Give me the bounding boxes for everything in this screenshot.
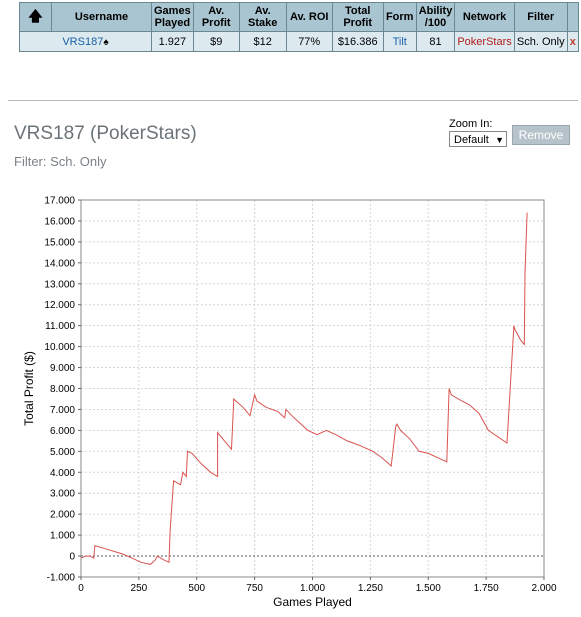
page-title: VRS187 (PokerStars) bbox=[14, 123, 197, 144]
column-header-remove bbox=[566, 2, 579, 32]
username-cell: VRS187♠ bbox=[19, 31, 152, 52]
column-header-av-roi[interactable]: Av. ROI bbox=[285, 2, 333, 32]
y-tick-label: 4.000 bbox=[50, 468, 75, 479]
y-tick-label: 16.000 bbox=[44, 216, 75, 227]
y-tick-label: 0 bbox=[69, 552, 75, 563]
zoom-label: Zoom In: bbox=[449, 118, 493, 130]
y-tick-label: 13.000 bbox=[44, 279, 75, 290]
ability-cell: 81 bbox=[415, 31, 456, 52]
column-header-form[interactable]: Form bbox=[382, 2, 417, 32]
x-tick-label: 1.500 bbox=[416, 583, 441, 594]
y-tick-label: 1.000 bbox=[50, 531, 75, 542]
y-tick-label: 10.000 bbox=[44, 342, 75, 353]
x-tick-label: 750 bbox=[246, 583, 263, 594]
sort-arrow-icon[interactable]: 🡅 bbox=[19, 2, 52, 32]
y-tick-label: 7.000 bbox=[50, 405, 75, 416]
column-header-av-stake[interactable]: Av. Stake bbox=[238, 2, 287, 32]
series-line bbox=[80, 212, 528, 565]
y-tick-label: 17.000 bbox=[44, 196, 75, 207]
column-header-ability[interactable]: Ability /100 bbox=[415, 2, 456, 32]
network-link[interactable]: PokerStars bbox=[457, 35, 512, 48]
y-tick-label: 8.000 bbox=[50, 384, 75, 395]
y-axis-label: Total Profit ($) bbox=[22, 351, 36, 426]
y-tick-label: 3.000 bbox=[50, 489, 75, 500]
av-stake-cell: $12 bbox=[238, 31, 287, 52]
column-header-total-profit[interactable]: Total Profit bbox=[331, 2, 384, 32]
y-tick-label: 6.000 bbox=[50, 426, 75, 437]
form-link[interactable]: Tilt bbox=[392, 35, 407, 48]
filter-cell: Sch. Only bbox=[513, 31, 568, 52]
table-row: VRS187♠ 1.927 $9 $12 77% $16.386 Tilt 81… bbox=[19, 31, 579, 52]
y-axis: -1.000 0 1.000 2.000 3.000 4.000 5.000 6.000 7.0… bbox=[44, 196, 81, 584]
x-tick-label: 1.250 bbox=[358, 583, 383, 594]
form-cell: Tilt bbox=[382, 31, 417, 52]
remove-button[interactable]: Remove bbox=[512, 125, 570, 145]
column-header-filter[interactable]: Filter bbox=[513, 2, 568, 32]
y-tick-label: 12.000 bbox=[44, 300, 75, 311]
games-played-cell: 1.927 bbox=[151, 31, 194, 52]
av-profit-cell: $9 bbox=[192, 31, 240, 52]
table-header-row: 🡅 Username Games Played Av. Profit Av. S… bbox=[19, 2, 579, 32]
x-tick-label: 250 bbox=[131, 583, 148, 594]
y-tick-label: 11.000 bbox=[45, 321, 75, 332]
column-header-games-played[interactable]: Games Played bbox=[151, 2, 194, 32]
network-cell: PokerStars bbox=[454, 31, 515, 52]
x-tick-label: 0 bbox=[78, 583, 84, 594]
chart-grid bbox=[80, 199, 545, 578]
y-tick-label: 2.000 bbox=[50, 510, 75, 521]
zoom-selected-value: Default bbox=[454, 134, 489, 146]
chevron-down-icon: ▼ bbox=[495, 135, 504, 145]
player-stats-table: 🡅 Username Games Played Av. Profit Av. S… bbox=[19, 2, 579, 52]
y-tick-label: -1.000 bbox=[47, 573, 76, 584]
profit-chart: -1.00001.0002.0003.0004.0005.0006.0007.0… bbox=[22, 196, 557, 610]
x-axis: 0 250 500 750 1.000 1.250 1.500 1.750 2.000 bbox=[78, 577, 557, 594]
remove-row-cell: x bbox=[566, 31, 579, 52]
x-tick-label: 1.750 bbox=[474, 583, 499, 594]
column-header-network[interactable]: Network bbox=[454, 2, 515, 32]
y-tick-label: 9.000 bbox=[50, 363, 75, 374]
zoom-select[interactable]: Default ▼ bbox=[449, 131, 507, 147]
section-divider bbox=[8, 100, 578, 101]
y-tick-label: 14.000 bbox=[44, 258, 75, 269]
x-tick-label: 2.000 bbox=[531, 583, 556, 594]
total-profit-cell: $16.386 bbox=[331, 31, 384, 52]
poker-player-icon: ♠ bbox=[103, 36, 109, 48]
username-link[interactable]: VRS187 bbox=[62, 35, 104, 48]
y-tick-label: 5.000 bbox=[50, 447, 75, 458]
column-header-username[interactable]: Username bbox=[51, 2, 152, 32]
column-header-av-profit[interactable]: Av. Profit bbox=[192, 2, 240, 32]
filter-label: Filter: Sch. Only bbox=[14, 154, 107, 169]
av-roi-cell: 77% bbox=[285, 31, 333, 52]
x-tick-label: 1.000 bbox=[300, 583, 325, 594]
x-tick-label: 500 bbox=[188, 583, 205, 594]
x-axis-label: Games Played bbox=[273, 595, 352, 609]
remove-row-icon[interactable]: x bbox=[569, 35, 576, 48]
y-tick-label: 15.000 bbox=[44, 237, 75, 248]
